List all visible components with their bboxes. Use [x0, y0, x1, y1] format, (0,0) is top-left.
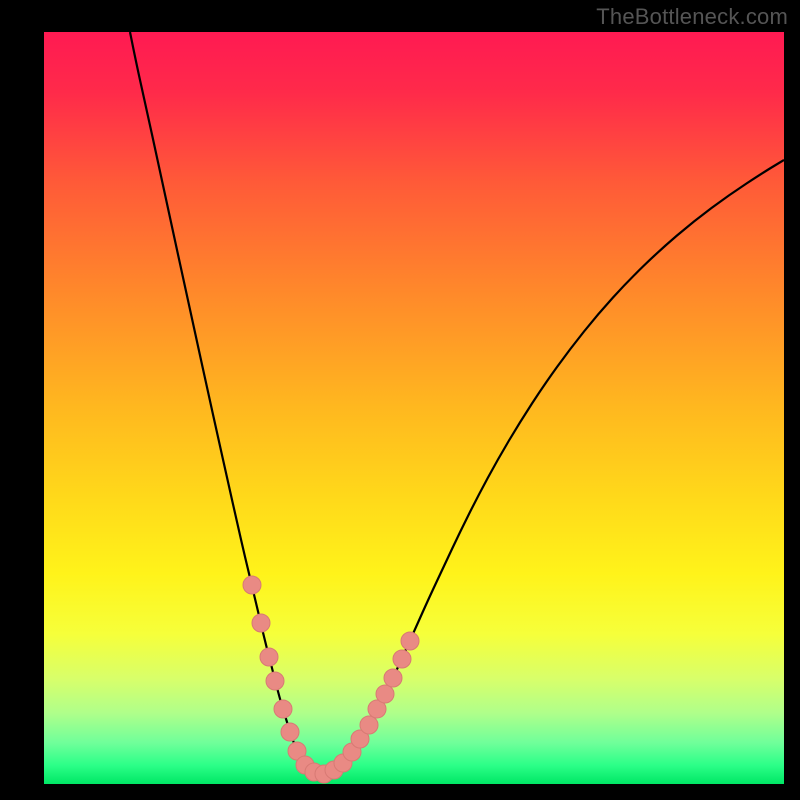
plot-area: [44, 32, 784, 784]
marker-dot: [384, 669, 402, 687]
marker-dot: [252, 614, 270, 632]
curve-left: [130, 32, 322, 774]
bottleneck-curve: [44, 32, 784, 784]
marker-dot: [401, 632, 419, 650]
marker-dot: [243, 576, 261, 594]
marker-dot: [393, 650, 411, 668]
marker-dot: [260, 648, 278, 666]
marker-dot: [274, 700, 292, 718]
marker-dot: [281, 723, 299, 741]
marker-dot: [266, 672, 284, 690]
chart-stage: TheBottleneck.com: [0, 0, 800, 800]
marker-dot: [376, 685, 394, 703]
marker-dot: [360, 716, 378, 734]
watermark-label: TheBottleneck.com: [596, 4, 788, 30]
